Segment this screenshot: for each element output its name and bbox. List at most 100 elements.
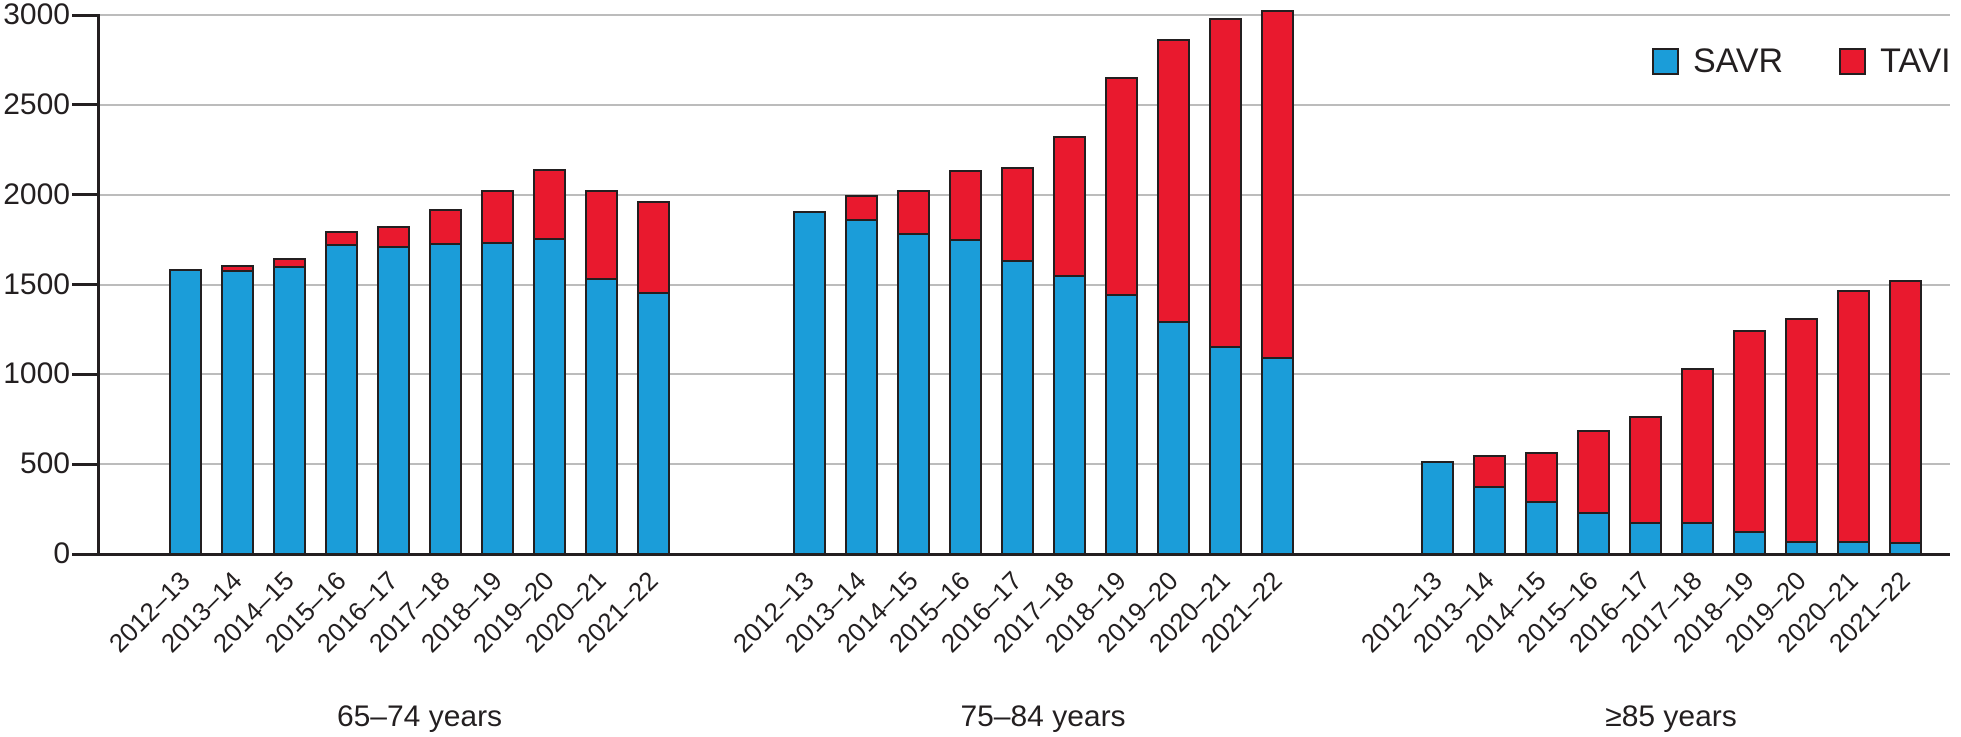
bar-segment-tavi — [1786, 320, 1816, 543]
bar-2021–22 — [637, 201, 670, 556]
bar-segment-tavi — [327, 233, 356, 246]
bar-segment-savr — [1262, 359, 1292, 554]
bar-2015–16 — [325, 231, 358, 556]
bar-2015–16 — [948, 170, 982, 556]
bar-2014–15 — [1524, 452, 1558, 556]
bar-2013–14 — [1472, 455, 1506, 556]
bar-segment-tavi — [1838, 292, 1868, 543]
bar-segment-tavi — [275, 260, 304, 268]
bar-segment-savr — [1786, 543, 1816, 554]
bar-2012–13 — [169, 269, 202, 556]
group-label: ≥85 years — [1605, 700, 1737, 733]
bar-segment-savr — [639, 294, 668, 554]
bar-segment-tavi — [1890, 282, 1920, 544]
bar-segment-savr — [1158, 323, 1188, 554]
bar-2019–20 — [1784, 318, 1818, 556]
bar-2021–22 — [1888, 280, 1922, 556]
bar-segment-tavi — [1002, 169, 1032, 262]
bar-segment-tavi — [1578, 432, 1608, 514]
legend-label-savr: SAVR — [1693, 42, 1784, 80]
bar-2018–19 — [1732, 330, 1766, 556]
bar-segment-tavi — [431, 211, 460, 245]
bar-segment-tavi — [587, 192, 616, 280]
bar-segment-savr — [1526, 503, 1556, 554]
bar-segment-tavi — [1210, 20, 1240, 348]
x-axis-line — [98, 553, 1950, 556]
bar-2014–15 — [273, 258, 306, 556]
y-axis-tick-label: 3000 — [3, 0, 70, 31]
bar-segment-savr — [1838, 543, 1868, 554]
bar-segment-savr — [1630, 524, 1660, 554]
bar-segment-tavi — [1526, 454, 1556, 503]
y-axis-tick — [72, 193, 98, 197]
bar-2019–20 — [533, 169, 566, 556]
bar-2018–19 — [481, 190, 514, 556]
bar-2017–18 — [1680, 368, 1714, 556]
bar-segment-savr — [379, 248, 408, 554]
bar-segment-tavi — [950, 172, 980, 241]
bar-segment-savr — [1002, 262, 1032, 554]
bar-2015–16 — [1576, 430, 1610, 556]
bar-2020–21 — [585, 190, 618, 556]
bar-segment-tavi — [639, 203, 668, 294]
bar-segment-savr — [483, 244, 512, 554]
bar-2016–17 — [1000, 167, 1034, 556]
bar-segment-savr — [1210, 348, 1240, 554]
group-label: 75–84 years — [960, 700, 1126, 733]
bar-segment-savr — [431, 245, 460, 554]
gridline — [98, 103, 1950, 106]
bar-segment-tavi — [898, 192, 928, 235]
bar-2014–15 — [896, 190, 930, 556]
bar-segment-tavi — [1158, 41, 1188, 323]
bar-segment-savr — [1106, 296, 1136, 554]
bar-segment-savr — [794, 213, 824, 554]
bar-segment-savr — [327, 246, 356, 554]
bar-segment-savr — [1682, 524, 1712, 554]
bar-segment-tavi — [1682, 370, 1712, 524]
bar-segment-savr — [223, 272, 252, 554]
y-axis-tick-label: 1500 — [3, 267, 70, 301]
y-axis-tick-label: 1000 — [3, 357, 70, 391]
bar-segment-savr — [898, 235, 928, 554]
legend-swatch-savr — [1652, 47, 1679, 75]
legend-label-tavi: TAVI — [1880, 42, 1951, 80]
legend-item-savr: SAVR — [1652, 44, 1783, 78]
bar-2017–18 — [1052, 136, 1086, 556]
y-axis-line — [97, 14, 100, 555]
bar-2020–21 — [1836, 290, 1870, 556]
bar-2012–13 — [792, 211, 826, 556]
bar-2013–14 — [221, 265, 254, 556]
bar-segment-tavi — [535, 171, 564, 240]
bar-segment-savr — [1734, 533, 1764, 554]
bar-segment-savr — [275, 268, 304, 554]
bar-segment-tavi — [1630, 418, 1660, 524]
y-axis-tick — [72, 13, 98, 17]
bar-segment-tavi — [223, 267, 252, 272]
y-axis-tick-label: 0 — [53, 537, 70, 570]
bar-2012–13 — [1420, 461, 1454, 556]
bar-segment-savr — [1422, 463, 1452, 554]
bar-segment-tavi — [1054, 138, 1084, 277]
group-label: 65–74 years — [336, 700, 503, 733]
bar-segment-savr — [1474, 488, 1504, 554]
bar-2013–14 — [844, 195, 878, 556]
bar-segment-tavi — [846, 197, 876, 221]
bar-segment-savr — [1054, 277, 1084, 554]
bar-2019–20 — [1156, 39, 1190, 556]
bar-segment-tavi — [1474, 457, 1504, 488]
bar-segment-savr — [587, 280, 616, 554]
bar-segment-savr — [950, 241, 980, 554]
y-axis-tick-label: 500 — [19, 447, 70, 481]
y-axis-tick — [72, 372, 98, 376]
bar-segment-savr — [535, 240, 564, 554]
y-axis-tick — [72, 103, 98, 107]
bar-segment-savr — [1578, 514, 1608, 554]
bar-2016–17 — [1628, 416, 1662, 556]
bar-segment-tavi — [1262, 12, 1292, 359]
bar-segment-tavi — [379, 228, 408, 248]
bar-segment-tavi — [1106, 79, 1136, 296]
gridline — [98, 14, 1950, 16]
y-axis-tick-label: 2000 — [3, 177, 70, 211]
bar-segment-tavi — [483, 192, 512, 244]
y-axis-tick — [72, 462, 98, 466]
